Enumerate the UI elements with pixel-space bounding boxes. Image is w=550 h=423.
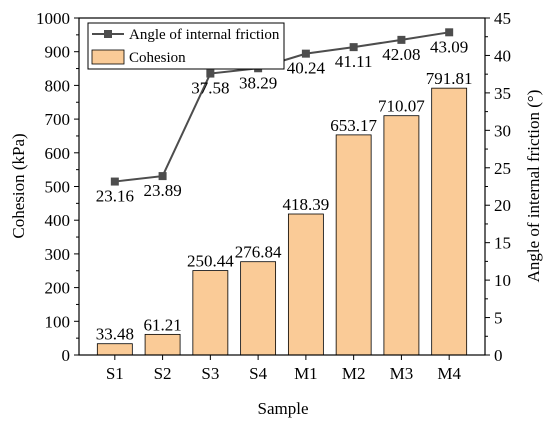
friction-label-S4: 38.29: [239, 73, 277, 92]
legend-label-cohesion: Cohesion: [129, 50, 186, 66]
y-right-tick-label: 25: [494, 159, 511, 178]
line-data-labels: 23.16 23.89 37.58 38.29 40.24 41.11 42.08 43.09: [96, 37, 469, 205]
bar-label-S3: 250.44: [187, 252, 234, 271]
friction-point-S3: [206, 69, 215, 78]
friction-point-S2: [158, 172, 167, 181]
bar-M2: [335, 134, 372, 356]
bar-label-M2: 653.17: [330, 116, 377, 135]
friction-point-S1: [110, 177, 119, 186]
x-tick-label-S4: S4: [249, 364, 267, 383]
legend-label-friction: Angle of internal friction: [129, 27, 280, 43]
friction-label-M3: 42.08: [382, 45, 420, 64]
bar-label-S2: 61.21: [143, 315, 181, 334]
bar-M3: [383, 115, 420, 356]
friction-point-M1: [301, 49, 310, 58]
friction-label-S2: 23.89: [143, 181, 181, 200]
legend-line-marker: [104, 30, 112, 38]
x-tick-label-M1: M1: [294, 364, 318, 383]
bar-label-M4: 791.81: [426, 69, 473, 88]
x-tick-label-S1: S1: [106, 364, 124, 383]
bar-label-M3: 710.07: [378, 97, 425, 116]
y-right-tick-label: 5: [494, 309, 503, 328]
bar-M4: [431, 87, 468, 356]
y-left-tick-label: 400: [45, 211, 71, 230]
friction-point-M3: [397, 35, 406, 44]
bar-S3: [192, 270, 229, 356]
y-right-tick-label: 20: [494, 196, 511, 215]
friction-label-M2: 41.11: [335, 52, 373, 71]
friction-label-M4: 43.09: [430, 37, 468, 56]
y-right-tick-label: 35: [494, 84, 511, 103]
bar-label-S4: 276.84: [235, 243, 282, 262]
bar-S1: [96, 343, 133, 356]
y-right-tick-label: 45: [494, 9, 511, 28]
x-tick-label-M3: M3: [390, 364, 414, 383]
y-axis-left-title: Cohesion (kPa): [9, 133, 28, 238]
bar-data-labels: 33.48 61.21 250.44 276.84 418.39 653.17710.07…: [96, 69, 473, 344]
bar-series: [96, 87, 468, 356]
y-left-tick-label: 900: [45, 43, 71, 62]
x-tick-label-S3: S3: [201, 364, 219, 383]
bar-S4: [240, 261, 277, 356]
legend-box: [87, 22, 285, 70]
y-right-tick-label: 30: [494, 121, 511, 140]
y-right-tick-label: 40: [494, 46, 511, 65]
bar-label-M1: 418.39: [283, 195, 330, 214]
y-left-tick-label: 300: [45, 245, 71, 264]
y-right-tick-label: 15: [494, 234, 511, 253]
bar-label-S1: 33.48: [96, 325, 134, 344]
y-left-tick-label: 800: [45, 76, 71, 95]
legend-bar-swatch: [91, 49, 125, 65]
x-tick-label-M2: M2: [342, 364, 366, 383]
y-right-tick-label: 10: [494, 271, 511, 290]
x-axis-title: Sample: [258, 399, 309, 418]
y-left-tick-label: 500: [45, 178, 71, 197]
x-tick-label-S2: S2: [154, 364, 172, 383]
friction-label-S3: 37.58: [191, 79, 229, 98]
friction-label-S1: 23.16: [96, 187, 134, 206]
bar-M1: [287, 213, 324, 356]
axes: 0 100 200 300 400 500 600 700 800 900 1000 0 5 10 15 20…: [36, 9, 511, 383]
y-axis-right-title: Angle of internal friction (°): [524, 90, 543, 283]
friction-point-M2: [349, 43, 358, 52]
y-left-tick-label: 0: [62, 346, 71, 365]
legend: Angle of internal friction Cohesion: [87, 22, 285, 70]
bar-S2: [144, 333, 181, 356]
y-left-tick-label: 1000: [36, 9, 70, 28]
x-tick-label-M4: M4: [437, 364, 461, 383]
y-left-tick-label: 100: [45, 312, 71, 331]
friction-point-M4: [445, 28, 454, 37]
friction-label-M1: 40.24: [287, 59, 326, 78]
y-left-tick-label: 600: [45, 144, 71, 163]
y-left-tick-label: 200: [45, 279, 71, 298]
y-left-tick-label: 700: [45, 110, 71, 129]
y-right-tick-label: 0: [494, 346, 503, 365]
